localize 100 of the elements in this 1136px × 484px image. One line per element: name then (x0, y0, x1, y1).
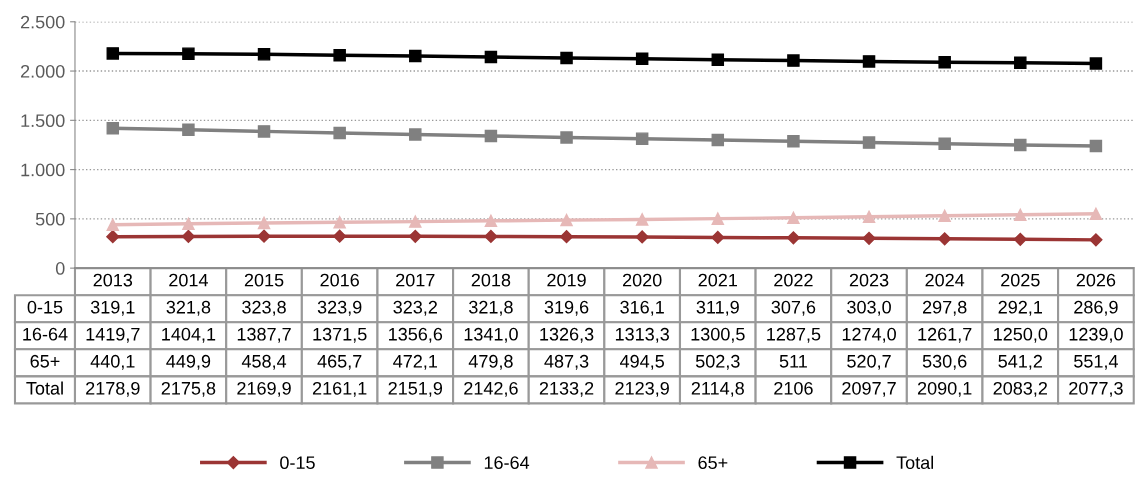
point (333, 126, 346, 140)
point (1089, 233, 1103, 247)
point (635, 213, 649, 226)
point (409, 215, 422, 228)
point (862, 231, 876, 245)
data-label: 458,4 (241, 354, 287, 370)
x-tick-label: 2022 (774, 273, 813, 287)
point (862, 136, 876, 149)
point (560, 131, 573, 144)
x-tick-label: 2017 (396, 273, 435, 287)
point (1014, 56, 1027, 70)
point (333, 48, 346, 62)
point (560, 213, 573, 227)
data-label: 2114,8 (691, 381, 744, 397)
data-label: 2090,1 (917, 381, 972, 397)
point (938, 55, 951, 69)
data-label: 472,1 (393, 354, 437, 370)
data-label: 1250,0 (994, 327, 1048, 343)
point (333, 229, 347, 243)
legend-label: 65+ (698, 456, 728, 470)
data-label: 502,3 (695, 354, 740, 370)
point (862, 210, 876, 224)
data-label: 292,1 (998, 300, 1042, 316)
point (635, 230, 649, 244)
data-label: 286,9 (1074, 300, 1118, 316)
point (106, 218, 120, 232)
point (1089, 57, 1103, 70)
point (257, 229, 271, 243)
data-label: 494,5 (619, 354, 664, 370)
y-tick-label: 2.000 (20, 64, 65, 78)
point (559, 230, 574, 244)
data-label: 541,2 (998, 354, 1042, 370)
data-label: 1313,3 (615, 327, 669, 343)
data-label: 1300,5 (691, 327, 745, 343)
text: 16-64 (23, 327, 68, 341)
y-tick-label: 2.500 (20, 15, 65, 29)
data-label: 2097,7 (842, 381, 896, 397)
text: 0-15 (27, 300, 63, 314)
data-label: 321,8 (469, 300, 513, 316)
data-label: 520,7 (847, 354, 891, 370)
data-label: 316,1 (620, 300, 664, 316)
point (182, 217, 195, 231)
data-label: 319,6 (544, 300, 589, 316)
point (1014, 138, 1027, 152)
data-label: 1387,7 (237, 327, 291, 343)
data-label: 1341,0 (464, 327, 518, 343)
data-label: 449,9 (166, 354, 211, 370)
data-label: 2123,9 (615, 381, 669, 397)
data-label: 2133,2 (539, 381, 594, 397)
point (484, 129, 498, 143)
data-label: 479,8 (468, 354, 513, 370)
text: Total (26, 381, 63, 395)
data-label: 321,8 (166, 300, 211, 316)
point (257, 125, 271, 138)
data-label: 311,9 (696, 300, 739, 316)
point (484, 50, 498, 64)
point (711, 53, 725, 66)
data-label: 1404,1 (162, 327, 216, 343)
point (1013, 232, 1027, 246)
point (1089, 207, 1103, 221)
data-label: 1371,5 (313, 327, 367, 343)
point (181, 229, 196, 244)
y-tick-label: 500 (35, 212, 65, 226)
legend-label: Total (896, 455, 934, 470)
point (711, 133, 725, 147)
data-label: 1261,7 (918, 327, 972, 343)
point (560, 51, 573, 65)
x-tick-label: 2016 (320, 273, 359, 287)
data-label: 1274,0 (842, 327, 896, 343)
data-label: 2077,3 (1069, 381, 1123, 397)
point (409, 128, 422, 141)
point (938, 209, 951, 223)
data-label: 1419,7 (86, 327, 140, 343)
point (787, 211, 800, 225)
point (1089, 139, 1103, 153)
data-label: 2169,9 (237, 381, 291, 397)
point (182, 123, 195, 137)
x-tick-label: 2023 (849, 273, 889, 287)
point (182, 47, 195, 60)
point (106, 121, 120, 135)
data-label: 1239,0 (1069, 327, 1123, 343)
point (938, 137, 951, 151)
data-label: 551,4 (1074, 355, 1118, 370)
x-tick-label: 2024 (925, 273, 965, 287)
legend-label: 0-15 (280, 456, 315, 470)
data-label: 323,9 (317, 300, 362, 316)
data-label: 465,7 (317, 354, 362, 370)
point (938, 232, 952, 246)
data-label: 2161,1 (312, 381, 367, 397)
point (106, 47, 120, 60)
data-label: 487,3 (544, 354, 589, 370)
x-tick-label: 2021 (698, 273, 737, 287)
x-tick-label: 2026 (1076, 273, 1116, 287)
data-label: 1326,3 (540, 327, 594, 343)
data-label: 319,1 (90, 300, 135, 316)
data-label: 1287,5 (767, 327, 821, 343)
point (635, 132, 649, 145)
data-label: 2151,9 (388, 381, 443, 397)
point (1014, 208, 1027, 222)
x-tick-label: 2014 (169, 273, 208, 287)
